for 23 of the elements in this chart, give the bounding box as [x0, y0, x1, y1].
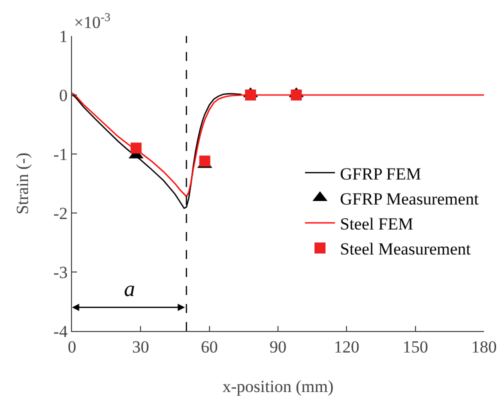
y-tick-label: 0 [59, 86, 68, 105]
x-tick-label: 60 [200, 337, 218, 356]
y-tick-label: 1 [59, 26, 68, 46]
legend-label: Steel FEM [340, 214, 414, 234]
y-axis-title: Strain (-) [13, 152, 32, 214]
annotation: a [124, 276, 135, 301]
x-tick-label: 90 [270, 337, 286, 356]
y-tick-label: -3 [53, 262, 68, 282]
legend-label: GFRP Measurement [340, 189, 479, 208]
x-tick-label: 180 [471, 337, 497, 356]
x-tick-label: 120 [334, 337, 360, 356]
y-tick-label: -4 [53, 322, 68, 341]
y-tick-label: -2 [53, 204, 68, 223]
y-tick-label: -1 [53, 144, 68, 164]
point [245, 90, 256, 100]
point [199, 156, 210, 167]
x-tick-label: 30 [132, 337, 150, 356]
legend-label: Steel Measurement [340, 240, 472, 259]
x-tick-label: 150 [402, 337, 428, 356]
point [130, 142, 142, 154]
x-axis-title: x-position (mm) [222, 377, 334, 396]
text: ×10$^{-3}$ [74, 10, 111, 32]
legend-label: GFRP FEM [340, 164, 422, 184]
